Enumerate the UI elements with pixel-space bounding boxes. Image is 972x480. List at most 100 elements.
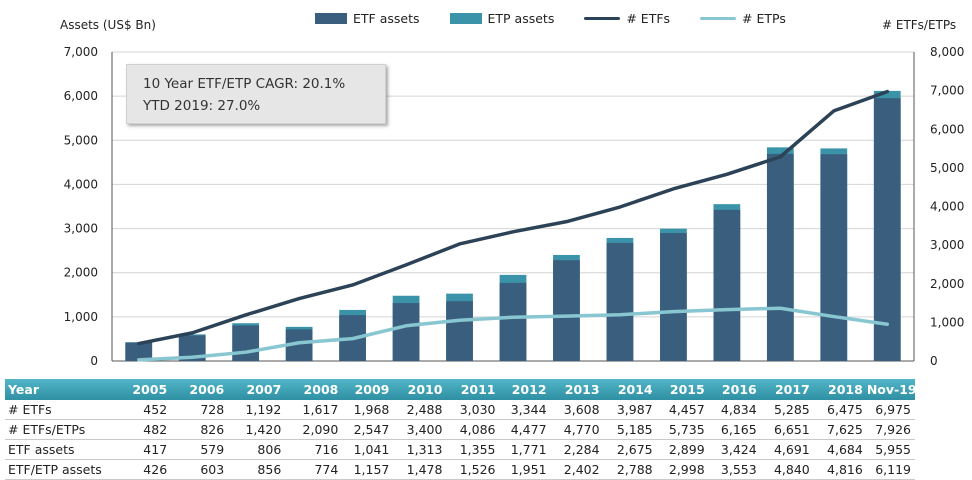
table-row-label: ETF/ETP assets (8, 462, 102, 477)
legend-item-etp-assets: ETP assets (449, 11, 555, 26)
legend-label-num-etps: # ETPs (742, 11, 786, 26)
table-cell: 1,617 (302, 402, 339, 417)
table-row-label: ETF assets (8, 442, 75, 457)
table-header-year: 2017 (774, 382, 810, 397)
table-cell: 3,030 (459, 402, 496, 417)
y-left-tick-label: 2,000 (64, 266, 98, 280)
cagr-annotation-line: 10 Year ETF/ETP CAGR: 20.1% (143, 76, 346, 92)
table-cell: 806 (257, 442, 282, 457)
y-left-tick-label: 1,000 (64, 310, 98, 324)
table-cell: 1,355 (459, 442, 496, 457)
table-cell: 5,185 (616, 422, 653, 437)
table-cell: 603 (200, 462, 225, 477)
table-header-year: 2009 (354, 382, 390, 397)
table-cell: 3,987 (616, 402, 653, 417)
bar-etf-assets (125, 342, 153, 361)
table-cell: 4,477 (510, 422, 547, 437)
table-cell: 5,735 (668, 422, 705, 437)
table-cell: 7,926 (875, 422, 911, 437)
table-cell: 3,608 (563, 402, 600, 417)
y-right-tick-label: 6,000 (930, 122, 964, 136)
bar-etf-assets (660, 233, 687, 361)
table-cell: 1,041 (353, 442, 390, 457)
table-cell: 482 (143, 422, 168, 437)
y-right-tick-label: 3,000 (930, 238, 964, 252)
table-header-year: 2005 (132, 382, 168, 397)
bar-etf-assets (713, 209, 741, 361)
table-cell: 2,090 (302, 422, 339, 437)
table-cell: 6,975 (875, 402, 911, 417)
table-header-year: 2013 (564, 382, 600, 397)
table-cell: 2,547 (353, 422, 390, 437)
table-cell: 2,488 (406, 402, 443, 417)
table-header-year: 2011 (460, 382, 496, 397)
table-header-year: 2007 (246, 382, 282, 397)
table-cell: 1,526 (459, 462, 496, 477)
table-cell: 2,284 (563, 442, 600, 457)
y-right-tick-label: 4,000 (930, 200, 964, 214)
ytd-annotation-line: YTD 2019: 27.0% (143, 98, 261, 114)
table-cell: 417 (143, 442, 168, 457)
legend-item-num-etfs: # ETFs (584, 11, 670, 26)
legend-swatch-num-etps (700, 17, 737, 20)
table-cell: 3,400 (406, 422, 443, 437)
table-cell: 4,834 (720, 402, 757, 417)
table-cell: 426 (143, 462, 168, 477)
line-num-etps (136, 306, 890, 362)
table-cell: 6,651 (773, 422, 810, 437)
table-cell: 5,955 (875, 442, 911, 457)
table-header-year: Nov-19 (866, 382, 917, 397)
bar-etf-assets (766, 153, 794, 361)
table-cell: 1,192 (245, 402, 282, 417)
bar-etf-assets (392, 303, 420, 361)
bar-etf-assets (873, 98, 901, 362)
table-cell: 5,285 (773, 402, 810, 417)
data-table: Year 2005 2006 2007 2008 2009 2010 2011 2012 2013… (5, 379, 917, 480)
table-header-year: 2010 (407, 382, 443, 397)
table-cell: 2,899 (668, 442, 705, 457)
table-header-year: 2015 (669, 382, 705, 397)
table-cell: 2,998 (668, 462, 705, 477)
table-cell: 774 (314, 462, 339, 477)
bar-etf-assets (446, 301, 473, 361)
legend-swatch-etf-assets (315, 13, 347, 24)
y-right-tick-label: 1,000 (930, 315, 964, 329)
table-header-year: 2014 (617, 382, 653, 397)
table-cell: 6,119 (875, 462, 911, 477)
table-cell: 1,968 (353, 402, 390, 417)
y-left-tick-label: 6,000 (64, 89, 98, 103)
table-cell: 4,816 (827, 462, 863, 477)
table-cell: 1,771 (510, 442, 547, 457)
legend-label-etp-assets: ETP assets (487, 11, 555, 26)
y-left-tick-label: 5,000 (64, 133, 98, 147)
table-header-year: 2006 (189, 382, 225, 397)
bar-etf-assets (499, 282, 527, 361)
table-header-year: 2016 (721, 382, 757, 397)
table-cell: 4,691 (773, 442, 810, 457)
table-cell: 4,840 (773, 462, 810, 477)
table-row: ETF/ETP assets 426 603 856 774 1,157 1,478 1,52… (5, 460, 915, 480)
table-row: # ETFs 452 728 1,192 1,617 1,968 2,488 3,030 3,3… (5, 400, 915, 420)
table-row-label: # ETFs (8, 402, 52, 417)
table-cell: 856 (257, 462, 282, 477)
table-cell: 1,313 (406, 442, 443, 457)
y-right-tick-label: 5,000 (930, 161, 964, 175)
table-cell: 4,684 (827, 442, 863, 457)
table-cell: 2,788 (616, 462, 653, 477)
y-right-tick-label: 8,000 (930, 45, 964, 59)
table-header-label: Year (8, 382, 39, 397)
legend-item-etf-assets: ETF assets (315, 11, 420, 26)
bar-etf-assets (820, 154, 848, 361)
table-cell: 1,157 (353, 462, 390, 477)
legend-item-num-etps: # ETPs (700, 11, 786, 26)
y-right-tick-label: 7,000 (930, 84, 964, 98)
table-cell: 2,402 (563, 462, 600, 477)
bar-etf-assets (606, 242, 634, 361)
legend-swatch-num-etfs (584, 17, 621, 20)
y-right-tick-label: 0 (930, 354, 938, 368)
table-header-year: 2012 (511, 382, 547, 397)
table-cell: 4,457 (668, 402, 705, 417)
legend-label-num-etfs: # ETFs (626, 11, 671, 26)
table-row: # ETFs/ETPs 482 826 1,420 2,090 2,547 3,400 4,0… (5, 420, 915, 440)
table-cell: 1,478 (406, 462, 443, 477)
